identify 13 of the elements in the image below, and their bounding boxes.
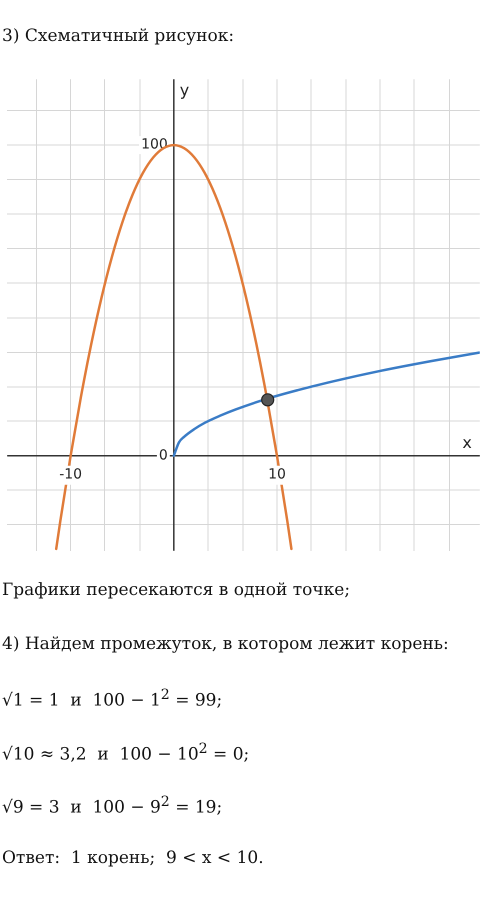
text: √10 ≈ 3,2 и 100 − 10$^{2}$ = 0;: [2, 740, 250, 766]
text: √9 = 3 и 100 − 9$^{2}$ = 19;: [2, 794, 224, 820]
text: Графики пересекаются в одной точке;: [2, 580, 352, 602]
text: √1 = 1 и 100 − 1$^{2}$ = 99;: [2, 687, 224, 713]
chart-title: 3) Схематичный рисунок:: [2, 26, 234, 46]
text: 4) Найдем промежуток, в котором лежит корень:: [2, 634, 449, 656]
line-series: [172, 351, 480, 457]
text: Ответ: 1 корень; 9 < x < 10.: [2, 848, 265, 870]
x-tick-label: -10: [59, 466, 82, 482]
x-axis-title: x: [462, 432, 472, 452]
y-axis-title: y: [180, 80, 190, 100]
y-tick-label: 0: [158, 447, 168, 464]
x-tick-label: 10: [268, 466, 286, 482]
